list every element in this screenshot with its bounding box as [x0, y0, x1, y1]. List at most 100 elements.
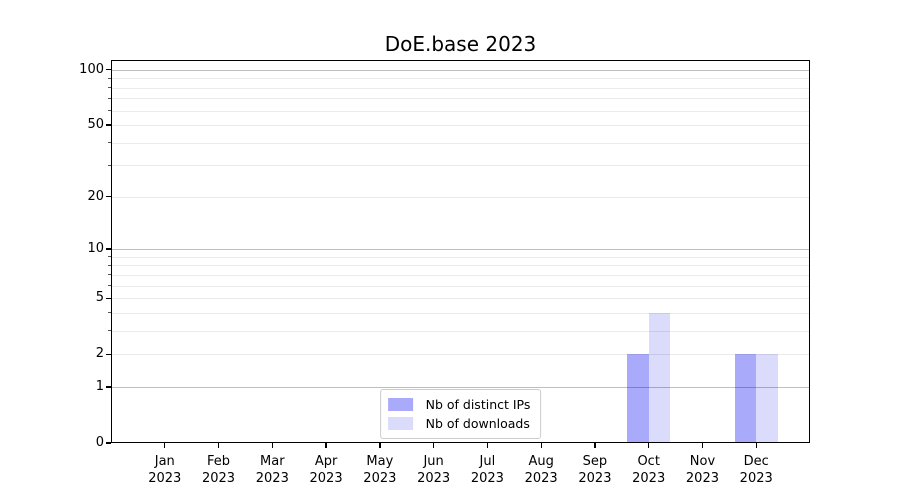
y-axis-tick-label: 100 [79, 61, 104, 77]
minor-gridline [111, 125, 810, 127]
x-tick-month: Feb [207, 454, 231, 469]
minor-gridline [111, 274, 810, 276]
y-axis-minor-tick [108, 110, 111, 112]
x-axis-tick [594, 443, 596, 448]
y-axis-tick [106, 297, 111, 299]
legend-label: Nb of distinct IPs [425, 397, 531, 412]
y-axis-tick [106, 386, 111, 388]
minor-gridline [111, 285, 810, 287]
x-axis-tick-label: Sep 2023 [565, 453, 625, 487]
minor-gridline [111, 265, 810, 267]
x-axis-tick [648, 443, 650, 448]
y-axis-minor-tick [108, 312, 111, 314]
x-tick-month: Nov [689, 454, 716, 469]
legend-swatch-icon [387, 417, 413, 430]
x-axis-tick-label: Apr 2023 [296, 453, 356, 487]
minor-gridline [111, 256, 810, 258]
x-axis-tick-label: Oct 2023 [619, 453, 679, 487]
x-axis-tick-label: Mar 2023 [242, 453, 302, 487]
minor-gridline [111, 196, 810, 198]
y-axis-tick-label: 20 [87, 188, 104, 204]
x-tick-month: Jan [154, 454, 175, 469]
y-axis-minor-tick [108, 330, 111, 332]
y-axis-tick-label: 10 [87, 241, 104, 257]
x-axis-tick [271, 443, 273, 448]
y-axis-tick-label: 0 [95, 435, 104, 450]
legend-label: Nb of downloads [425, 416, 530, 431]
x-axis-tick-label: May 2023 [350, 453, 410, 487]
x-tick-year: 2023 [470, 471, 504, 486]
x-tick-month: Jun [423, 454, 444, 469]
x-tick-month: Oct [637, 454, 660, 469]
legend-item: Nb of distinct IPs [387, 395, 531, 414]
y-axis-tick [106, 69, 111, 71]
x-axis-tick-label: Dec 2023 [726, 453, 786, 487]
x-tick-year: 2023 [739, 471, 773, 486]
y-axis-minor-tick [108, 285, 111, 287]
minor-gridline [111, 312, 810, 314]
y-axis-tick [106, 353, 111, 355]
minor-gridline [111, 354, 810, 356]
x-tick-month: Sep [582, 454, 608, 469]
x-axis-tick [325, 443, 327, 448]
minor-gridline [111, 298, 810, 300]
x-tick-month: May [366, 454, 394, 469]
y-axis-minor-tick [108, 77, 111, 79]
minor-gridline [111, 142, 810, 144]
y-axis-minor-tick [108, 264, 111, 266]
legend-swatch-icon [387, 398, 413, 411]
x-tick-month: Jul [479, 454, 496, 469]
major-gridline [111, 386, 810, 388]
x-tick-year: 2023 [417, 471, 451, 486]
x-axis-tick-label: Jan 2023 [135, 453, 195, 487]
x-tick-year: 2023 [201, 471, 236, 486]
y-axis-minor-tick [108, 164, 111, 166]
minor-gridline [111, 330, 810, 332]
major-gridline [111, 69, 810, 71]
bar-downloads-oct [648, 312, 671, 443]
bar-distinct-ips-oct [627, 354, 649, 443]
y-axis-tick-label: 2 [95, 346, 104, 362]
x-tick-year: 2023 [632, 471, 666, 486]
minor-gridline [111, 165, 810, 167]
minor-gridline [111, 78, 810, 80]
x-tick-year: 2023 [255, 471, 289, 486]
minor-gridline [111, 110, 810, 112]
x-tick-year: 2023 [685, 471, 719, 486]
x-tick-month: Apr [314, 454, 338, 469]
x-tick-year: 2023 [363, 471, 397, 486]
y-axis-minor-tick [108, 142, 111, 144]
y-axis-tick-label: 1 [95, 378, 104, 394]
y-axis-minor-tick [108, 87, 111, 89]
major-gridline [111, 249, 810, 251]
x-tick-month: Mar [260, 454, 285, 469]
y-axis-minor-tick [108, 97, 111, 99]
y-axis-minor-tick [108, 256, 111, 258]
x-axis-tick [433, 443, 435, 448]
plot-area [111, 60, 810, 443]
legend: Nb of distinct IPs Nb of downloads [379, 389, 542, 439]
x-tick-year: 2023 [309, 471, 343, 486]
x-axis-tick [486, 443, 489, 448]
bar-downloads-dec [756, 354, 778, 443]
y-axis-tick [106, 196, 111, 198]
x-axis-tick [540, 443, 542, 448]
x-tick-year: 2023 [524, 471, 558, 486]
minor-gridline [111, 87, 810, 89]
x-axis-tick-label: Aug 2023 [511, 453, 571, 487]
x-axis-tick [217, 443, 220, 448]
x-tick-month: Dec [743, 454, 769, 469]
x-axis-tick [379, 443, 381, 448]
y-axis-tick [106, 442, 111, 444]
chart-title: DoE.base 2023 [384, 32, 537, 56]
y-axis-tick-label: 50 [87, 117, 104, 133]
x-axis-tick-label: Nov 2023 [672, 453, 732, 487]
x-axis-tick [701, 443, 704, 448]
minor-gridline [111, 98, 810, 100]
y-axis-minor-tick [108, 274, 111, 276]
x-axis-tick [164, 443, 166, 448]
x-axis-tick [755, 443, 757, 448]
x-axis-tick-label: Feb 2023 [189, 453, 249, 487]
x-tick-month: Aug [528, 454, 554, 469]
